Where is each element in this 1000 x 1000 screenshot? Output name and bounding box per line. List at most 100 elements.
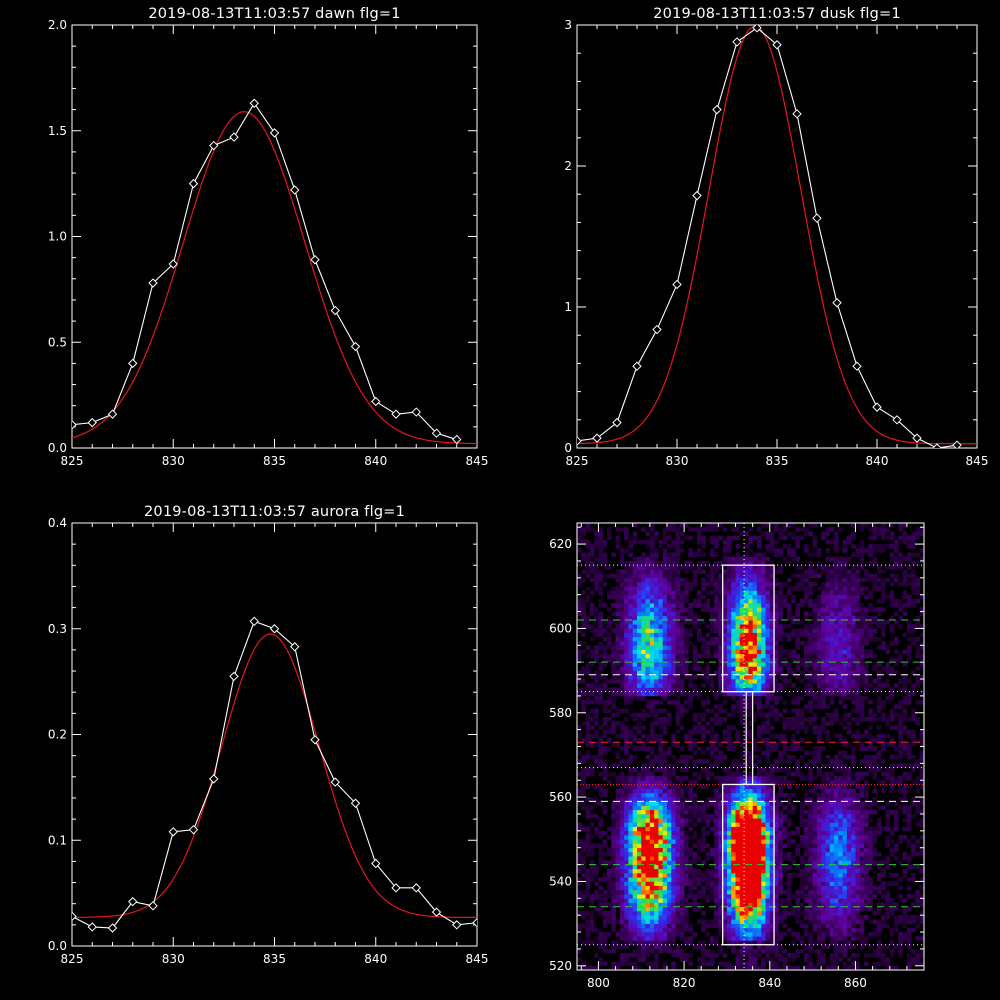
pixel bbox=[701, 873, 706, 878]
pixel bbox=[859, 818, 865, 823]
pixel bbox=[906, 649, 912, 655]
pixel bbox=[739, 771, 745, 777]
pixel bbox=[894, 670, 899, 676]
pixel bbox=[906, 961, 912, 967]
pixel bbox=[692, 771, 698, 777]
pixel bbox=[911, 915, 916, 920]
pixel bbox=[821, 915, 826, 920]
pixel bbox=[769, 944, 775, 950]
pixel bbox=[752, 763, 758, 768]
pixel bbox=[624, 750, 629, 756]
pixel bbox=[628, 835, 633, 840]
pixel bbox=[718, 948, 723, 954]
pixel bbox=[765, 704, 771, 709]
pixel bbox=[636, 641, 642, 646]
pixel bbox=[619, 628, 625, 633]
pixel bbox=[829, 687, 835, 692]
pixel bbox=[615, 653, 621, 659]
pixel bbox=[756, 801, 762, 806]
pixel bbox=[641, 771, 646, 777]
pixel bbox=[881, 746, 886, 752]
pixel bbox=[752, 826, 758, 832]
pixel bbox=[765, 910, 771, 916]
pixel bbox=[756, 704, 762, 709]
pixel bbox=[885, 923, 891, 929]
pixel bbox=[649, 881, 655, 886]
pixel bbox=[765, 641, 771, 646]
pixel bbox=[692, 666, 698, 671]
pixel bbox=[688, 742, 693, 747]
pixel bbox=[894, 662, 899, 667]
pixel bbox=[619, 797, 625, 802]
pixel bbox=[834, 809, 839, 815]
pixel bbox=[714, 860, 719, 865]
pixel bbox=[722, 738, 728, 743]
pixel bbox=[675, 944, 681, 950]
pixel bbox=[898, 953, 903, 958]
pixel bbox=[846, 940, 852, 945]
pixel bbox=[744, 830, 749, 836]
pixel bbox=[589, 683, 595, 688]
pixel bbox=[641, 733, 646, 739]
pixel bbox=[619, 877, 625, 882]
pixel bbox=[894, 826, 899, 832]
pixel bbox=[812, 868, 818, 874]
pixel bbox=[842, 835, 848, 840]
pixel bbox=[619, 813, 625, 819]
pixel bbox=[919, 784, 925, 789]
pixel bbox=[585, 868, 591, 874]
pixel bbox=[611, 742, 616, 747]
pixel bbox=[846, 889, 852, 895]
pixel bbox=[804, 932, 809, 937]
pixel bbox=[718, 679, 723, 684]
pixel bbox=[671, 683, 676, 688]
pixel bbox=[859, 923, 865, 929]
pixel bbox=[872, 666, 878, 671]
pixel bbox=[581, 721, 586, 726]
pixel bbox=[628, 881, 633, 886]
pixel bbox=[577, 792, 582, 798]
pixel bbox=[585, 700, 591, 705]
pixel bbox=[812, 729, 818, 735]
pixel bbox=[581, 780, 586, 785]
pixel bbox=[829, 716, 835, 722]
pixel bbox=[718, 636, 723, 642]
pixel bbox=[808, 691, 813, 697]
pixel bbox=[628, 813, 633, 819]
pixel bbox=[748, 856, 753, 861]
pixel bbox=[628, 927, 633, 933]
pixel bbox=[915, 843, 921, 849]
pixel bbox=[799, 721, 805, 726]
pixel bbox=[872, 759, 878, 764]
pixel bbox=[855, 961, 861, 967]
pixel bbox=[816, 674, 822, 680]
pixel bbox=[769, 932, 775, 937]
pixel bbox=[872, 687, 878, 692]
pixel bbox=[641, 809, 646, 815]
pixel bbox=[748, 759, 753, 764]
pixel bbox=[628, 915, 633, 920]
pixel bbox=[658, 763, 663, 768]
pixel bbox=[808, 830, 813, 836]
pixel bbox=[675, 805, 681, 811]
pixel bbox=[846, 641, 852, 646]
pixel bbox=[666, 801, 672, 806]
pixel bbox=[808, 632, 813, 638]
pixel bbox=[731, 776, 736, 781]
pixel bbox=[769, 641, 775, 646]
pixel bbox=[581, 624, 586, 629]
pixel bbox=[636, 885, 642, 891]
pixel bbox=[859, 670, 865, 676]
pixel bbox=[718, 851, 723, 857]
pixel bbox=[619, 881, 625, 886]
pixel bbox=[577, 657, 582, 663]
pixel bbox=[654, 932, 659, 937]
pixel bbox=[649, 835, 655, 840]
pixel bbox=[769, 889, 775, 895]
pixel bbox=[804, 868, 809, 874]
pixel bbox=[679, 847, 685, 853]
pixel bbox=[735, 948, 741, 954]
pixel bbox=[838, 788, 843, 794]
pixel bbox=[838, 826, 843, 832]
pixel bbox=[628, 776, 633, 781]
